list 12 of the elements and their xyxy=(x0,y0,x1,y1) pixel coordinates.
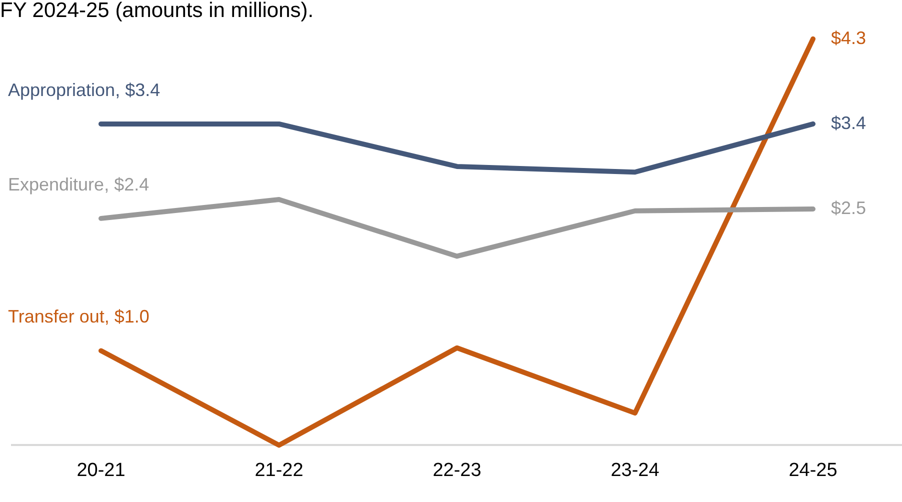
x-tick-label: 21-22 xyxy=(254,460,304,481)
data-label: Expenditure, $2.4 xyxy=(8,174,150,194)
x-tick-label: 23-24 xyxy=(610,460,660,481)
data-label: $4.3 xyxy=(831,28,866,48)
data-label: $3.4 xyxy=(831,112,866,133)
data-label: Appropriation, $3.4 xyxy=(8,80,160,100)
x-tick-label: 22-23 xyxy=(432,460,482,481)
data-label: $2.5 xyxy=(831,198,866,218)
chart-title: FY 2024-25 (amounts in millions). xyxy=(0,0,314,22)
x-tick-label: 20-21 xyxy=(76,460,126,481)
data-label: Transfer out, $1.0 xyxy=(8,306,150,327)
x-tick-label: 24-25 xyxy=(788,460,838,481)
